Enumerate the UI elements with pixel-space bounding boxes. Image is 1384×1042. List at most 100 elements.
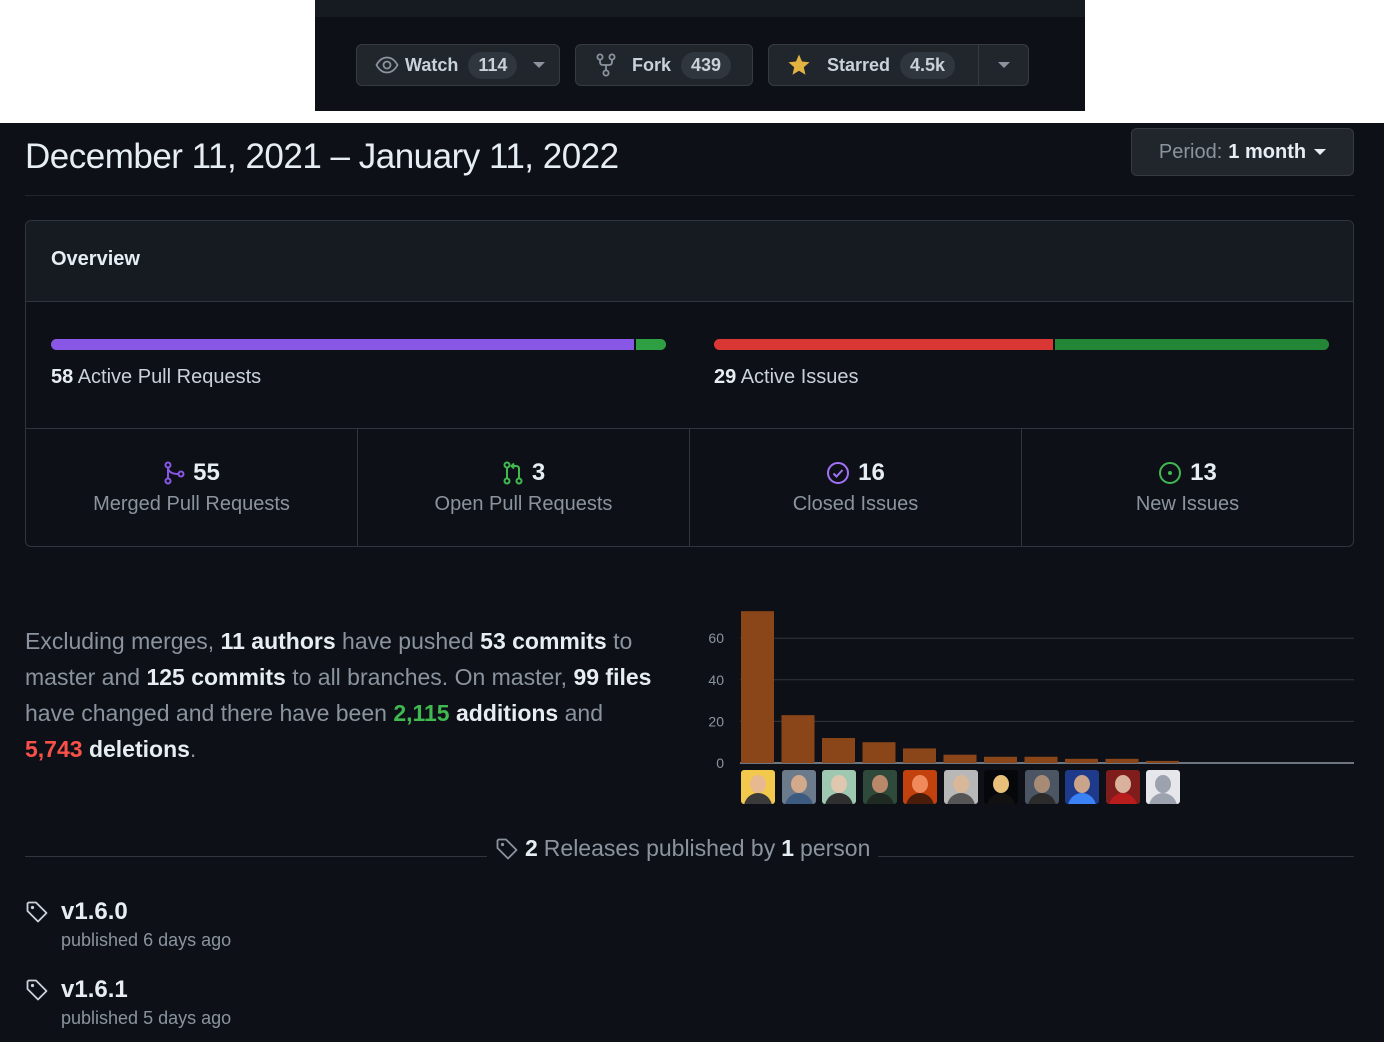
open-pr-fill (634, 339, 666, 350)
starred-button[interactable]: Starred 4.5k (768, 44, 1029, 86)
deletions-count: 5,743 (25, 736, 83, 762)
avatar-head (871, 775, 888, 793)
author-avatar[interactable] (1146, 770, 1180, 804)
publisher-count: 1 (781, 835, 795, 861)
star-lists-dropdown[interactable] (978, 45, 1028, 85)
author-avatar[interactable] (781, 770, 816, 804)
chevron-down-icon[interactable] (533, 62, 546, 68)
period-prefix: Period: (1158, 140, 1223, 163)
avatar-body (1149, 793, 1177, 804)
chevron-down-icon (997, 62, 1010, 68)
active-pr-count: 58 (51, 366, 74, 388)
release-name-link[interactable]: v1.6.0 (61, 898, 128, 925)
overview-box: Overview 58 Active Pull Requests 29 Acti… (25, 220, 1354, 547)
merged-pr-fill (51, 339, 635, 350)
release-name-link[interactable]: v1.6.1 (61, 976, 128, 1003)
author-commit-bar[interactable] (1024, 756, 1058, 763)
avatar-body (825, 793, 853, 804)
star-count: 4.5k (900, 51, 956, 79)
star-icon (787, 53, 811, 77)
summary-text: to master and (25, 628, 633, 690)
watch-label: Watch (405, 54, 459, 75)
commit-summary: Excluding merges, 11 authors have pushed… (25, 623, 695, 767)
author-avatar[interactable] (822, 770, 856, 804)
avatar-body (987, 793, 1015, 804)
fork-label: Fork (632, 54, 672, 75)
merged-pr-label: Merged Pull Requests (93, 493, 290, 515)
author-commit-bar[interactable] (781, 715, 815, 763)
summary-text: and (564, 700, 603, 726)
active-issues-link[interactable]: 29 Active Issues (714, 366, 859, 389)
period-selector[interactable]: Period: 1 month (1131, 128, 1354, 176)
author-commit-bar[interactable] (1065, 758, 1098, 763)
git-pull-request-icon (502, 461, 524, 485)
y-tick-label: 20 (708, 713, 724, 729)
author-commit-bar[interactable] (943, 754, 977, 763)
author-commit-bar[interactable] (1146, 760, 1179, 763)
deletions-label: deletions (88, 736, 190, 762)
master-commits-count: 53 commits (480, 628, 607, 654)
additions-label: additions (456, 700, 559, 726)
avatar-head (831, 775, 847, 793)
avatar-body (865, 793, 894, 804)
author-avatar[interactable] (984, 770, 1018, 804)
author-commit-bar[interactable] (862, 742, 896, 763)
author-avatar[interactable] (741, 770, 775, 804)
active-issue-label: Active Issues (740, 366, 859, 388)
pulse-page: December 11, 2021 – January 11, 2022 Per… (0, 123, 1384, 1042)
avatar-head (993, 775, 1009, 793)
closed-issue-fill (714, 339, 1054, 350)
releases-text: person (800, 835, 871, 861)
active-pull-requests-link[interactable]: 58 Active Pull Requests (51, 366, 261, 389)
author-commit-bar[interactable] (984, 756, 1017, 763)
closed-issues-stat[interactable]: 16 Closed Issues (690, 429, 1022, 546)
files-changed-count: 99 files (573, 664, 652, 690)
git-merge-icon (163, 461, 185, 485)
fork-count: 439 (681, 51, 732, 79)
author-avatar[interactable] (903, 770, 937, 804)
author-commit-bar[interactable] (1105, 758, 1139, 763)
fork-button[interactable]: Fork 439 (575, 44, 753, 86)
releases-text: Releases published by (543, 835, 776, 861)
author-commit-bar[interactable] (822, 738, 855, 763)
avatar-head (1074, 775, 1090, 793)
new-issues-label: New Issues (1135, 493, 1240, 515)
all-commits-count: 125 commits (146, 664, 286, 690)
release-date: published 5 days ago (61, 1008, 232, 1028)
author-avatar[interactable] (1065, 770, 1099, 804)
author-avatar[interactable] (1105, 770, 1140, 804)
overview-title: Overview (26, 221, 1353, 302)
avatar-head (1114, 775, 1131, 793)
author-avatar[interactable] (1024, 770, 1059, 804)
avatar-body (784, 793, 813, 804)
releases-count: 2 (525, 835, 538, 861)
y-tick-label: 60 (708, 630, 724, 646)
date-range-title: December 11, 2021 – January 11, 2022 (25, 137, 619, 176)
avatar-body (744, 793, 772, 804)
tag-icon (495, 837, 519, 861)
merged-pull-requests-stat[interactable]: 55 Merged Pull Requests (26, 429, 358, 546)
divider (25, 195, 1354, 196)
open-pull-requests-stat[interactable]: 3 Open Pull Requests (358, 429, 690, 546)
period-value: 1 month (1228, 140, 1307, 163)
author-avatar[interactable] (943, 770, 978, 804)
tag-icon (25, 978, 49, 1002)
summary-text: to all branches. On master, (292, 664, 568, 690)
avatar-body (1027, 793, 1056, 804)
open-pr-label: Open Pull Requests (434, 493, 613, 515)
watch-button[interactable]: Watch 114 (356, 44, 560, 86)
avatar-body (946, 793, 975, 804)
open-pr-number: 3 (531, 459, 546, 486)
releases-summary: 2 Releases published by 1 person (487, 835, 879, 862)
author-commit-bar[interactable] (903, 748, 936, 763)
new-issues-stat[interactable]: 13 New Issues (1022, 429, 1353, 546)
closed-issues-number: 16 (858, 459, 885, 486)
avatar-head (952, 775, 969, 793)
chevron-down-icon (1314, 149, 1327, 155)
author-commit-bar[interactable] (741, 611, 774, 763)
summary-text: have pushed (342, 628, 474, 654)
active-issue-count: 29 (714, 366, 737, 388)
author-avatar[interactable] (862, 770, 897, 804)
header-strip (315, 0, 1085, 17)
y-tick-label: 40 (708, 672, 724, 688)
